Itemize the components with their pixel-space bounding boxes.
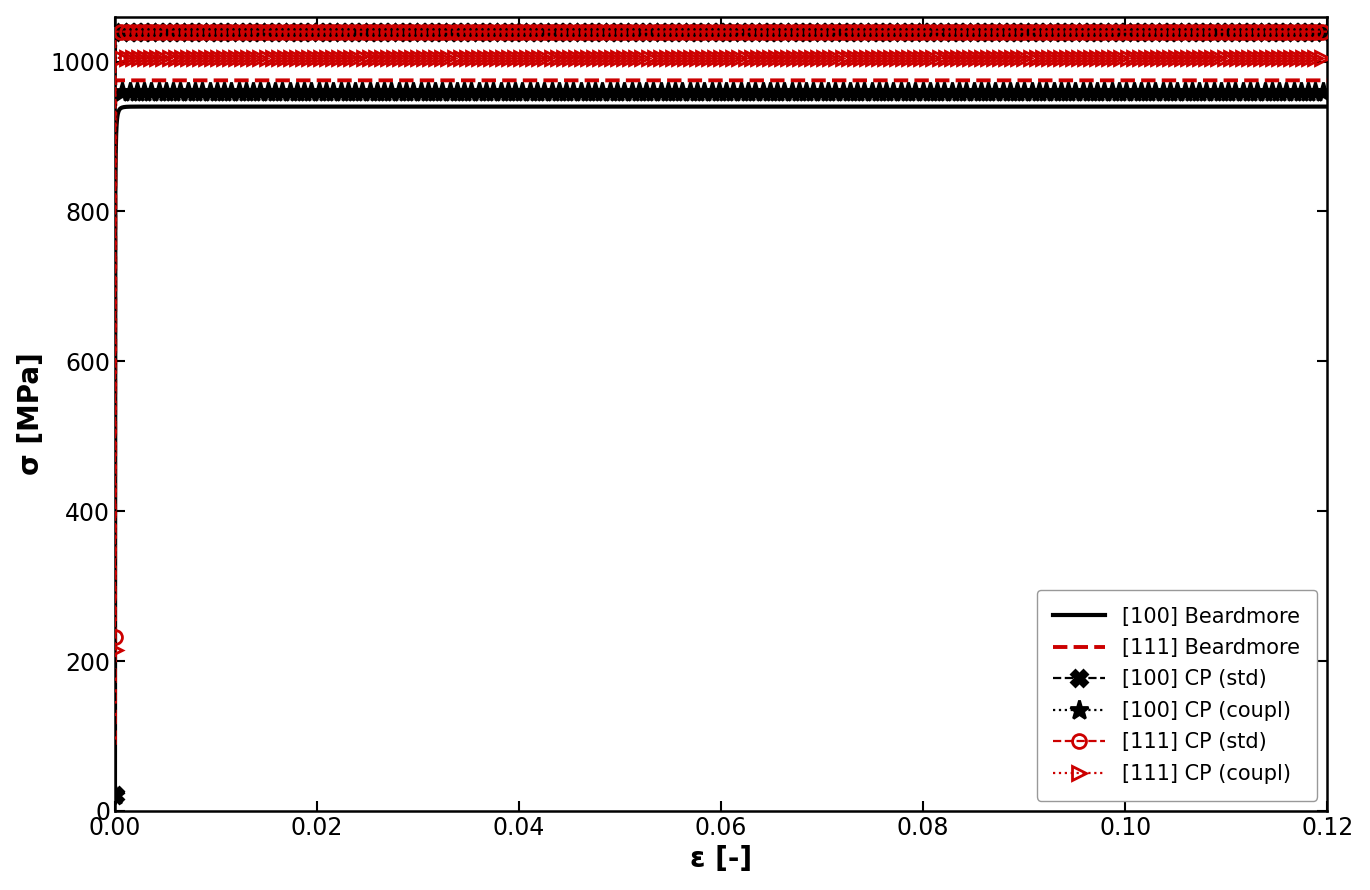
[100] Beardmore	[1164, 101, 1181, 112]
[100] Beardmore	[625, 101, 641, 112]
[100] CP (coupl)	[1164, 86, 1181, 97]
[100] Beardmore	[107, 797, 123, 808]
[100] CP (coupl)	[1296, 86, 1312, 97]
[111] CP (coupl)	[107, 645, 123, 656]
Line: [100] Beardmore: [100] Beardmore	[115, 107, 1328, 803]
[100] Beardmore	[316, 101, 333, 112]
[100] CP (std)	[1164, 27, 1181, 37]
Line: [111] CP (coupl): [111] CP (coupl)	[108, 51, 1334, 658]
[111] CP (std)	[1296, 27, 1312, 37]
[111] Beardmore	[1296, 75, 1312, 85]
[111] CP (std)	[245, 27, 262, 37]
[111] CP (coupl)	[1164, 53, 1181, 63]
[111] CP (std)	[107, 632, 123, 643]
Line: [111] CP (std): [111] CP (std)	[108, 25, 1334, 644]
X-axis label: ε [-]: ε [-]	[690, 846, 752, 873]
[100] Beardmore	[1296, 101, 1312, 112]
[111] Beardmore	[245, 75, 262, 85]
[100] CP (coupl)	[107, 789, 123, 800]
[111] Beardmore	[133, 75, 149, 85]
[100] CP (coupl)	[421, 86, 437, 97]
[100] CP (std)	[573, 27, 589, 37]
[111] CP (std)	[1319, 27, 1336, 37]
[100] CP (coupl)	[1319, 86, 1336, 97]
[111] CP (coupl)	[1296, 53, 1312, 63]
[111] CP (std)	[573, 27, 589, 37]
[111] CP (coupl)	[1319, 53, 1336, 63]
[100] CP (std)	[488, 27, 504, 37]
[111] CP (std)	[1164, 27, 1181, 37]
[100] CP (std)	[1296, 27, 1312, 37]
[100] Beardmore	[571, 101, 588, 112]
[100] CP (coupl)	[573, 86, 589, 97]
[111] Beardmore	[318, 75, 334, 85]
Line: [111] Beardmore: [111] Beardmore	[115, 80, 1328, 745]
Line: [100] CP (coupl): [100] CP (coupl)	[105, 82, 1337, 805]
[111] Beardmore	[1164, 75, 1181, 85]
[100] CP (std)	[1319, 27, 1336, 37]
Y-axis label: σ [MPa]: σ [MPa]	[16, 352, 45, 475]
[111] CP (coupl)	[573, 53, 589, 63]
[100] Beardmore	[1319, 101, 1336, 112]
[111] CP (std)	[625, 27, 641, 37]
[100] CP (coupl)	[625, 86, 641, 97]
[100] CP (std)	[107, 789, 123, 800]
[100] CP (std)	[625, 27, 641, 37]
[111] CP (coupl)	[625, 53, 641, 63]
[111] Beardmore	[625, 75, 641, 85]
[111] CP (std)	[114, 27, 130, 37]
Legend: [100] Beardmore, [111] Beardmore, [100] CP (std), [100] CP (coupl), [111] CP (st: [100] Beardmore, [111] Beardmore, [100] …	[1037, 590, 1317, 800]
[111] Beardmore	[107, 740, 123, 750]
[100] CP (coupl)	[245, 86, 262, 97]
[100] Beardmore	[245, 101, 262, 112]
[111] Beardmore	[1319, 75, 1336, 85]
[100] Beardmore	[656, 101, 673, 112]
[100] CP (std)	[316, 27, 333, 37]
[100] CP (std)	[245, 27, 262, 37]
[100] CP (coupl)	[316, 86, 333, 97]
[111] CP (std)	[318, 27, 334, 37]
[111] CP (coupl)	[318, 53, 334, 63]
[111] CP (coupl)	[114, 53, 130, 63]
[111] Beardmore	[573, 75, 589, 85]
Line: [100] CP (std): [100] CP (std)	[107, 24, 1334, 803]
[111] CP (coupl)	[245, 53, 262, 63]
